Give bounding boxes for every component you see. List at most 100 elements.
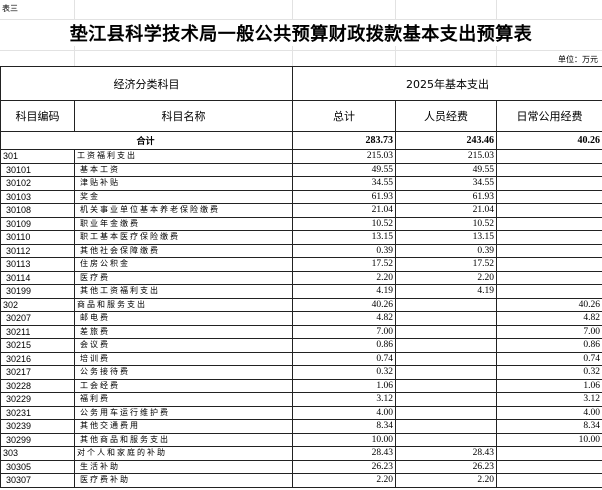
cell-personnel: 26.23	[395, 459, 497, 474]
table-row: 30228 工会经费 1.06 1.06	[0, 378, 602, 393]
cell-name: 其他商品和服务支出	[74, 432, 293, 447]
cell-personnel: 28.43	[395, 446, 497, 461]
cell-name: 奖金	[74, 189, 293, 204]
cell-total: 0.39	[292, 243, 396, 258]
cell-public	[496, 230, 602, 245]
table-row: 30231 公务用车运行维护费 4.00 4.00	[0, 405, 602, 420]
header-row-group: 经济分类科目 2025年基本支出	[0, 66, 602, 101]
cell-name: 生活补助	[74, 459, 293, 474]
table-row: 30305 生活补助 26.23 26.23	[0, 459, 602, 474]
cell-total: 7.00	[292, 324, 396, 339]
cell-personnel	[395, 324, 497, 339]
cell-personnel: 0.39	[395, 243, 497, 258]
cell-code: 30299	[0, 432, 75, 447]
cell-public	[496, 216, 602, 231]
cell-personnel: 61.93	[395, 189, 497, 204]
table-row: 30207 邮电费 4.82 4.82	[0, 311, 602, 326]
cell-public: 10.00	[496, 432, 602, 447]
table-row: 303 对个人和家庭的补助 28.43 28.43	[0, 446, 602, 461]
header-basic-expenditure: 2025年基本支出	[292, 66, 602, 101]
cell-total: 26.23	[292, 459, 396, 474]
cell-name: 职工基本医疗保险缴费	[74, 230, 293, 245]
table-row: 30216 培训费 0.74 0.74	[0, 351, 602, 366]
cell-public	[496, 284, 602, 299]
cell-public: 1.06	[496, 378, 602, 393]
cell-personnel: 2.20	[395, 473, 497, 488]
cell-code: 301	[0, 149, 75, 164]
budget-table: 经济分类科目 2025年基本支出 科目编码 科目名称 总计 人员经费 日常公用经…	[0, 66, 602, 488]
cell-personnel	[395, 297, 497, 312]
cell-name: 其他工资福利支出	[74, 284, 293, 299]
cell-public	[496, 459, 602, 474]
cell-code: 303	[0, 446, 75, 461]
cell-personnel: 13.15	[395, 230, 497, 245]
table-row: 302 商品和服务支出 40.26 40.26	[0, 297, 602, 312]
cell-public: 8.34	[496, 419, 602, 434]
cell-public	[496, 189, 602, 204]
cell-name: 邮电费	[74, 311, 293, 326]
cell-total: 49.55	[292, 162, 396, 177]
table-row: 30199 其他工资福利支出 4.19 4.19	[0, 284, 602, 299]
cell-public: 0.32	[496, 365, 602, 380]
cell-total: 21.04	[292, 203, 396, 218]
cell-public	[496, 446, 602, 461]
cell-code: 30113	[0, 257, 75, 272]
table-row: 30112 其他社会保障缴费 0.39 0.39	[0, 243, 602, 258]
cell-code: 302	[0, 297, 75, 312]
sheet-label: 表三	[2, 4, 18, 13]
table-row: 30102 津贴补贴 34.55 34.55	[0, 176, 602, 191]
unit-label: 单位：万元	[558, 55, 598, 64]
cell-personnel: 10.52	[395, 216, 497, 231]
cell-total: 0.32	[292, 365, 396, 380]
table-row: 301 工资福利支出 215.03 215.03	[0, 149, 602, 164]
cell-name: 机关事业单位基本养老保险缴费	[74, 203, 293, 218]
cell-name: 培训费	[74, 351, 293, 366]
cell-name: 福利费	[74, 392, 293, 407]
cell-public: 4.82	[496, 311, 602, 326]
cell-public	[496, 473, 602, 488]
cell-name: 其他社会保障缴费	[74, 243, 293, 258]
cell-name: 公务接待费	[74, 365, 293, 380]
cell-name: 医疗费	[74, 270, 293, 285]
cell-total: 10.00	[292, 432, 396, 447]
cell-public	[496, 162, 602, 177]
cell-total: 34.55	[292, 176, 396, 191]
cell-name: 差旅费	[74, 324, 293, 339]
cell-personnel	[395, 392, 497, 407]
cell-code: 30103	[0, 189, 75, 204]
table-row: 30215 会议费 0.86 0.86	[0, 338, 602, 353]
cell-public: 40.26	[496, 297, 602, 312]
cell-code: 30108	[0, 203, 75, 218]
cell-code: 30217	[0, 365, 75, 380]
cell-public: 7.00	[496, 324, 602, 339]
cell-personnel	[395, 351, 497, 366]
cell-name: 住房公积金	[74, 257, 293, 272]
cell-code: 30112	[0, 243, 75, 258]
cell-code: 30239	[0, 419, 75, 434]
cell-public: 0.74	[496, 351, 602, 366]
cell-total: 28.43	[292, 446, 396, 461]
cell-code: 30114	[0, 270, 75, 285]
table-row: 30113 住房公积金 17.52 17.52	[0, 257, 602, 272]
cell-total: 17.52	[292, 257, 396, 272]
cell-code: 30110	[0, 230, 75, 245]
table-row: 30114 医疗费 2.20 2.20	[0, 270, 602, 285]
page-title: 垫江县科学技术局一般公共预算财政拨款基本支出预算表	[0, 20, 602, 46]
total-public: 40.26	[496, 131, 602, 150]
cell-total: 2.20	[292, 270, 396, 285]
cell-name: 工资福利支出	[74, 149, 293, 164]
cell-personnel	[395, 378, 497, 393]
cell-total: 4.82	[292, 311, 396, 326]
table-row: 30217 公务接待费 0.32 0.32	[0, 365, 602, 380]
table-row: 30239 其他交通费用 8.34 8.34	[0, 419, 602, 434]
cell-personnel: 21.04	[395, 203, 497, 218]
header-economic-category: 经济分类科目	[0, 66, 293, 101]
cell-name: 津贴补贴	[74, 176, 293, 191]
cell-total: 0.86	[292, 338, 396, 353]
cell-code: 30216	[0, 351, 75, 366]
cell-personnel: 17.52	[395, 257, 497, 272]
cell-name: 对个人和家庭的补助	[74, 446, 293, 461]
cell-personnel	[395, 365, 497, 380]
cell-total: 2.20	[292, 473, 396, 488]
cell-personnel: 215.03	[395, 149, 497, 164]
